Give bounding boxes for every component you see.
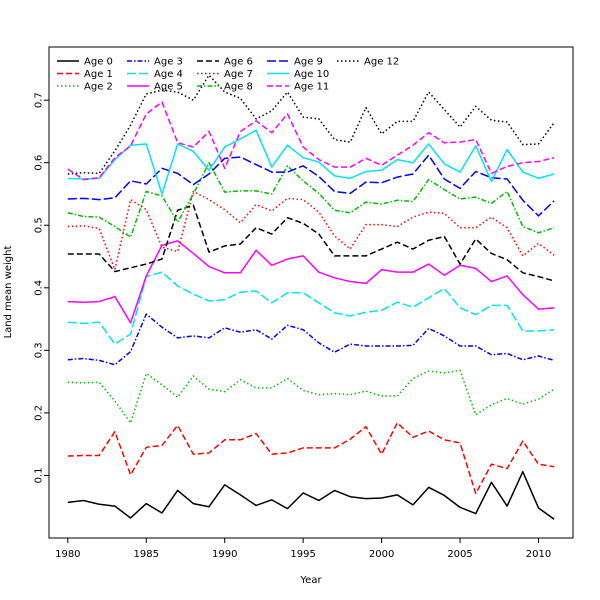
legend-label: Age 2 [84, 82, 113, 93]
legend-item-age-2: Age 2 [57, 82, 113, 93]
series-line-age-12 [67, 74, 555, 175]
legend-item-age-6: Age 6 [197, 57, 253, 68]
y-tick-label: 0.2 [34, 405, 45, 421]
legend-label: Age 8 [224, 82, 253, 93]
x-tick-label: 1985 [134, 549, 159, 560]
series-line-age-7 [67, 190, 555, 271]
legend-label: Age 11 [294, 82, 329, 93]
legend-label: Age 10 [294, 69, 329, 80]
plot-frame [48, 46, 574, 539]
y-tick-label: 0.7 [34, 92, 45, 108]
legend-label: Age 6 [224, 57, 253, 68]
legend-label: Age 4 [154, 69, 183, 80]
legend-item-age-4: Age 4 [127, 69, 183, 80]
series-line-age-0 [67, 470, 555, 520]
legend-item-age-1: Age 1 [57, 69, 113, 80]
legend-item-age-10: Age 10 [267, 69, 329, 80]
legend-item-age-0: Age 0 [57, 57, 113, 68]
legend-label: Age 5 [154, 82, 183, 93]
legend-item-age-12: Age 12 [337, 57, 399, 68]
legend-label: Age 12 [364, 57, 399, 68]
y-tick-label: 0.6 [34, 155, 45, 171]
series-line-age-10 [67, 129, 555, 195]
series-line-age-3 [67, 313, 555, 366]
x-tick-label: 1980 [55, 549, 80, 560]
plot-marks [67, 74, 555, 520]
legend-label: Age 3 [154, 57, 183, 68]
legend-item-age-9: Age 9 [267, 57, 323, 68]
y-tick-label: 0.4 [34, 280, 45, 296]
series-line-age-4 [67, 271, 555, 345]
x-axis-label: Year [299, 575, 322, 586]
legend-item-age-5: Age 5 [127, 82, 183, 93]
legend-item-age-11: Age 11 [267, 82, 329, 93]
legend-item-age-7: Age 7 [197, 69, 253, 80]
x-tick-label: 1990 [212, 549, 237, 560]
x-tick-label: 2000 [369, 549, 394, 560]
legend-label: Age 9 [294, 57, 323, 68]
legend-label: Age 0 [84, 57, 113, 68]
x-tick-label: 2005 [447, 549, 472, 560]
series-line-age-9 [67, 154, 555, 217]
y-axis-label: Land mean weight [3, 246, 14, 339]
x-tick-label: 1995 [290, 549, 315, 560]
legend-item-age-8: Age 8 [197, 82, 253, 93]
legend-label: Age 1 [84, 69, 113, 80]
y-axis: 0.1 0.2 0.3 0.4 0.5 0.6 0.7 [34, 92, 49, 483]
legend-item-age-3: Age 3 [127, 57, 183, 68]
legend-label: Age 7 [224, 69, 253, 80]
y-tick-label: 0.5 [34, 217, 45, 233]
x-tick-label: 2010 [526, 549, 551, 560]
series-line-age-1 [67, 422, 555, 495]
series-line-age-6 [67, 204, 555, 282]
series-line-age-2 [67, 369, 555, 424]
y-tick-label: 0.1 [34, 467, 45, 483]
series-line-age-5 [67, 240, 555, 324]
series-line-age-11 [67, 101, 555, 181]
y-tick-label: 0.3 [34, 342, 45, 358]
x-axis: 1980 1985 1990 1995 2000 2005 2010 [55, 538, 551, 560]
series-line-age-8 [67, 161, 555, 238]
